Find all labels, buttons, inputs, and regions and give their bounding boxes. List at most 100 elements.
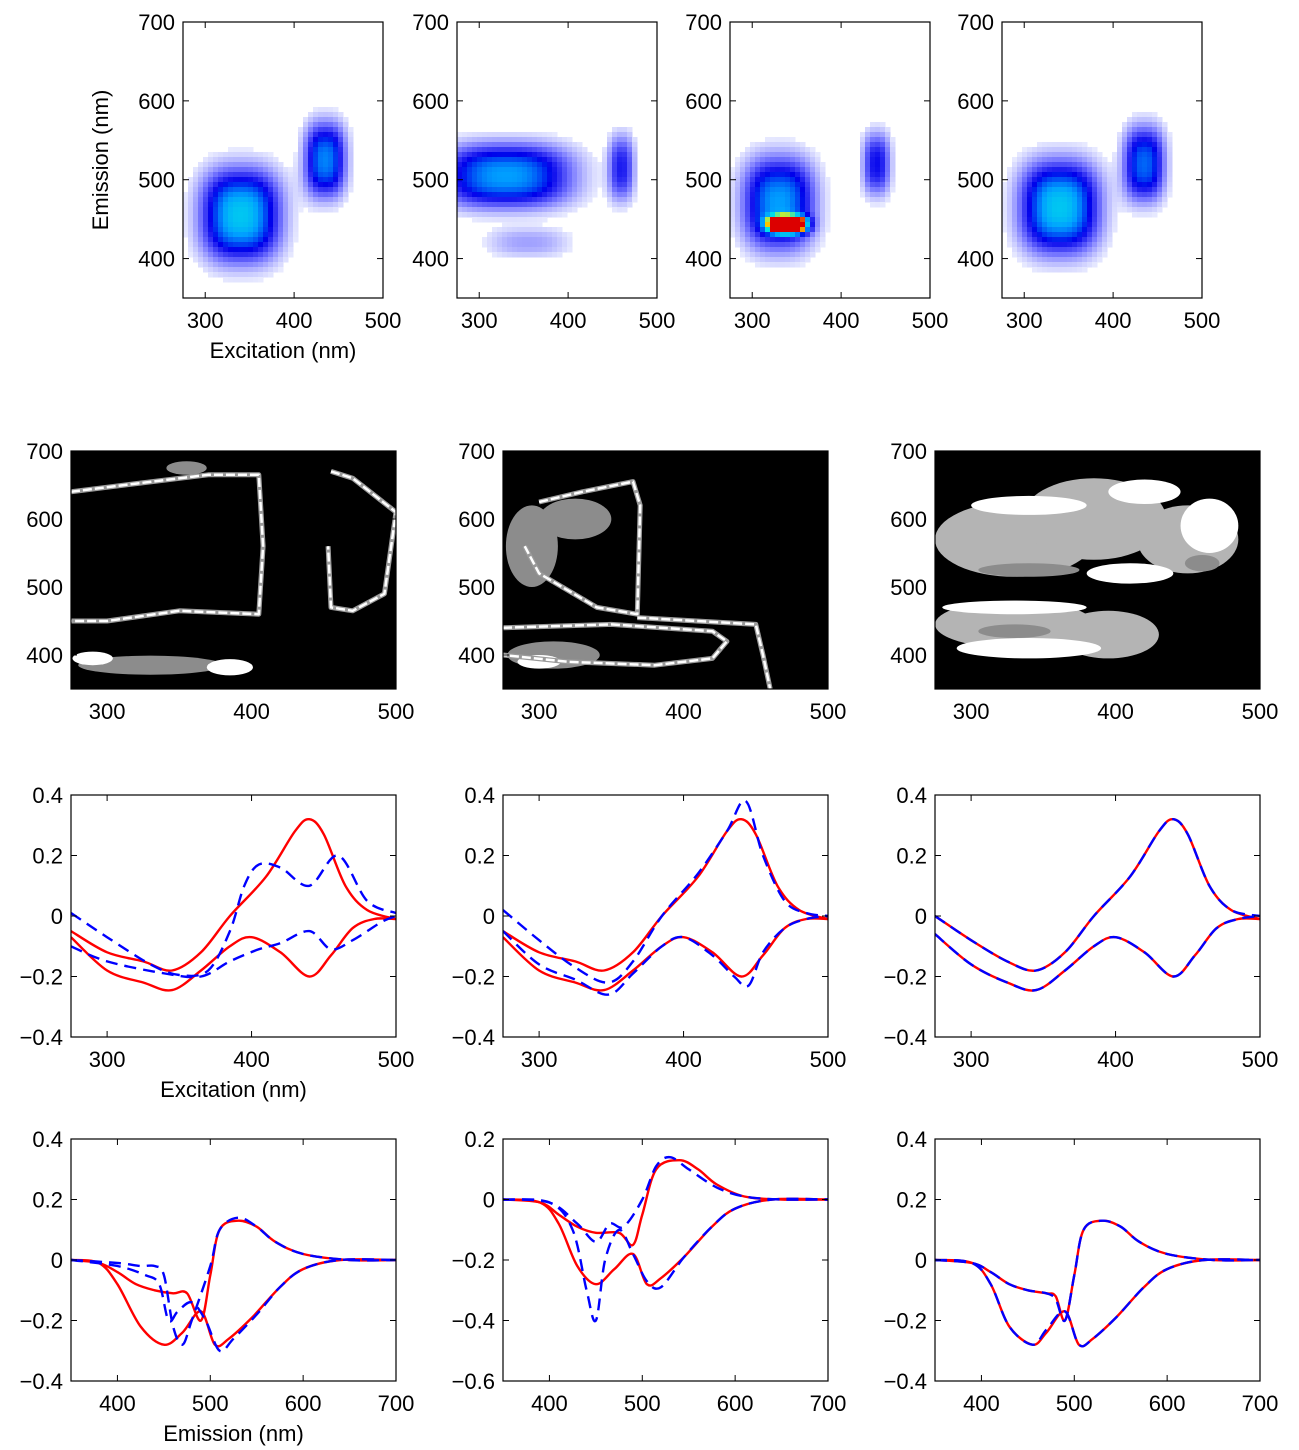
heatmap-cell (810, 172, 816, 178)
heatmap-cell (233, 272, 239, 278)
heatmap-cell (1037, 192, 1043, 198)
heatmap-cell (805, 212, 811, 218)
heatmap-cell (208, 187, 214, 193)
heatmap-cell (1057, 227, 1063, 233)
heatmap-cell (1032, 232, 1038, 238)
heatmap-cell (228, 167, 234, 173)
x-tick-label: 500 (1184, 308, 1221, 333)
heatmap-cell (755, 152, 761, 158)
heatmap-cell (472, 162, 478, 168)
heatmap-cell (815, 212, 821, 218)
heatmap-cell (547, 137, 553, 143)
y-tick-label: 0.2 (896, 844, 927, 869)
heatmap-cell (1032, 257, 1038, 263)
x-tick-label: 300 (953, 699, 990, 724)
heatmap-cell (502, 157, 508, 163)
heatmap-cell (487, 232, 493, 238)
heatmap-cell (228, 187, 234, 193)
heatmap-cell (278, 192, 284, 198)
heatmap-cell (617, 202, 623, 208)
heatmap-cell (472, 217, 478, 223)
heatmap-cell (805, 242, 811, 248)
heatmap-cell (268, 167, 274, 173)
heatmap-cell (228, 217, 234, 223)
heatmap-cell (1052, 207, 1058, 213)
heatmap-cell (228, 202, 234, 208)
heatmap-cell (492, 192, 498, 198)
heatmap-cell (323, 107, 329, 113)
heatmap-cell (1122, 132, 1128, 138)
heatmap-cell (805, 147, 811, 153)
heatmap-cell (1032, 267, 1038, 273)
heatmap-cell (1082, 167, 1088, 173)
heatmap-cell (1127, 177, 1133, 183)
x-tick-label: 600 (717, 1391, 754, 1416)
heatmap-cell (243, 197, 249, 203)
heatmap-cell (547, 242, 553, 248)
heatmap-cell (1027, 177, 1033, 183)
heatmap-cell (795, 232, 801, 238)
heatmap-cell (188, 247, 194, 253)
heatmap-cell (617, 127, 623, 133)
heatmap-cell (283, 187, 289, 193)
heatmap-cell (308, 117, 314, 123)
heatmap-cell (1147, 122, 1153, 128)
heatmap-cell (208, 192, 214, 198)
heatmap-cell (760, 192, 766, 198)
heatmap-cell (1132, 207, 1138, 213)
heatmap-cell (1087, 177, 1093, 183)
heatmap-cell (253, 187, 259, 193)
heatmap-cell (253, 262, 259, 268)
heatmap-cell (780, 162, 786, 168)
mask-region (206, 659, 253, 676)
heatmap-cell (263, 187, 269, 193)
heatmap-cell (880, 122, 886, 128)
heatmap-cell (268, 227, 274, 233)
heatmap-cell (755, 147, 761, 153)
y-tick-label: −0.4 (452, 1025, 495, 1050)
heatmap-cell (208, 207, 214, 213)
heatmap-cell (537, 132, 543, 138)
x-tick-label: 400 (823, 308, 860, 333)
heatmap-cell (1162, 157, 1168, 163)
heatmap-cell (293, 187, 299, 193)
heatmap-cell (328, 157, 334, 163)
heatmap-cell (233, 172, 239, 178)
heatmap-cell (278, 217, 284, 223)
heatmap-cell (492, 197, 498, 203)
heatmap-cell (313, 152, 319, 158)
heatmap-cell (1132, 167, 1138, 173)
heatmap-cell (890, 137, 896, 143)
heatmap-cell (785, 247, 791, 253)
heatmap-cell (253, 212, 259, 218)
heatmap-cell (527, 207, 533, 213)
heatmap-cell (740, 237, 746, 243)
heatmap-cell (592, 162, 598, 168)
heatmap-cell (815, 242, 821, 248)
heatmap-cell (795, 202, 801, 208)
heatmap-cell (502, 227, 508, 233)
heatmap-cell (607, 142, 613, 148)
heatmap-cell (1162, 187, 1168, 193)
heatmap-cell (213, 232, 219, 238)
heatmap-cell (313, 112, 319, 118)
heatmap-cell (1017, 217, 1023, 223)
heatmap-cell (1117, 162, 1123, 168)
heatmap-cell (238, 167, 244, 173)
heatmap-cell (218, 242, 224, 248)
heatmap-cell (1162, 182, 1168, 188)
heatmap-cell (770, 197, 776, 203)
heatmap-cell (880, 142, 886, 148)
heatmap-cell (542, 227, 548, 233)
heatmap-cell (1012, 202, 1018, 208)
heatmap-cell (740, 177, 746, 183)
heatmap-cell (612, 207, 618, 213)
heatmap-cell (263, 237, 269, 243)
heatmap-cell (288, 222, 294, 228)
heatmap-cell (527, 227, 533, 233)
x-tick-label: 500 (912, 308, 949, 333)
heatmap-cell (1022, 257, 1028, 263)
heatmap-cell (627, 127, 633, 133)
heatmap-cell (755, 232, 761, 238)
heatmap-cell (293, 212, 299, 218)
